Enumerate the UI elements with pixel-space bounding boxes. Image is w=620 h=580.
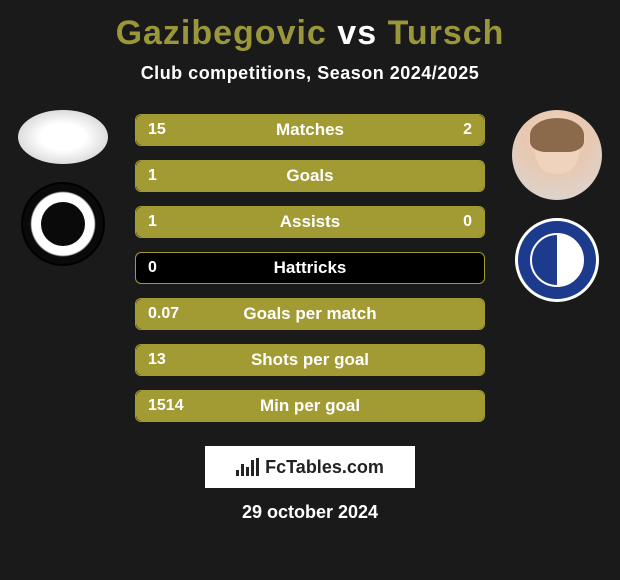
stat-row: 1514 Min per goal	[135, 390, 485, 422]
club-right-inner-circle	[530, 233, 584, 287]
stat-value-left: 15	[148, 121, 166, 139]
title-vs: vs	[337, 14, 377, 52]
stats-list: 15 2 Matches 1 Goals 1 0 Assists 0 Hattricks 0.07 G…	[135, 114, 485, 422]
comparison-card: Gazibegovic vs Tursch Club competitions,…	[0, 0, 620, 580]
player-right-avatar	[512, 110, 602, 200]
stat-row: 1 0 Assists	[135, 206, 485, 238]
player-right-club-badge	[515, 218, 599, 302]
stat-value-left: 1	[148, 213, 157, 231]
subtitle: Club competitions, Season 2024/2025	[141, 63, 480, 84]
stat-value-right: 0	[463, 213, 472, 231]
stat-value-left: 1	[148, 167, 157, 185]
footer-logo: FcTables.com	[205, 446, 415, 488]
player-left-column	[8, 110, 118, 266]
title-player-left: Gazibegovic	[116, 14, 327, 52]
stat-label: Hattricks	[274, 258, 347, 278]
stat-value-right: 2	[463, 121, 472, 139]
title-player-right: Tursch	[388, 14, 505, 52]
footer-logo-text: FcTables.com	[265, 457, 384, 478]
stat-value-left: 0	[148, 259, 157, 277]
stat-row: 0 Hattricks	[135, 252, 485, 284]
stat-label: Assists	[280, 212, 340, 232]
stat-label: Shots per goal	[251, 350, 369, 370]
stat-value-left: 0.07	[148, 305, 179, 323]
stat-label: Min per goal	[260, 396, 360, 416]
stat-row: 0.07 Goals per match	[135, 298, 485, 330]
stat-label: Matches	[276, 120, 344, 140]
bar-chart-icon	[236, 458, 259, 476]
footer-date: 29 october 2024	[242, 502, 378, 523]
stat-value-left: 13	[148, 351, 166, 369]
stat-row: 15 2 Matches	[135, 114, 485, 146]
stat-row: 1 Goals	[135, 160, 485, 192]
page-title: Gazibegovic vs Tursch	[116, 14, 505, 53]
stat-row: 13 Shots per goal	[135, 344, 485, 376]
player-left-club-badge	[21, 182, 105, 266]
player-left-avatar	[18, 110, 108, 164]
stat-label: Goals per match	[243, 304, 376, 324]
stat-value-left: 1514	[148, 397, 184, 415]
player-right-column	[502, 110, 612, 302]
stat-label: Goals	[286, 166, 333, 186]
